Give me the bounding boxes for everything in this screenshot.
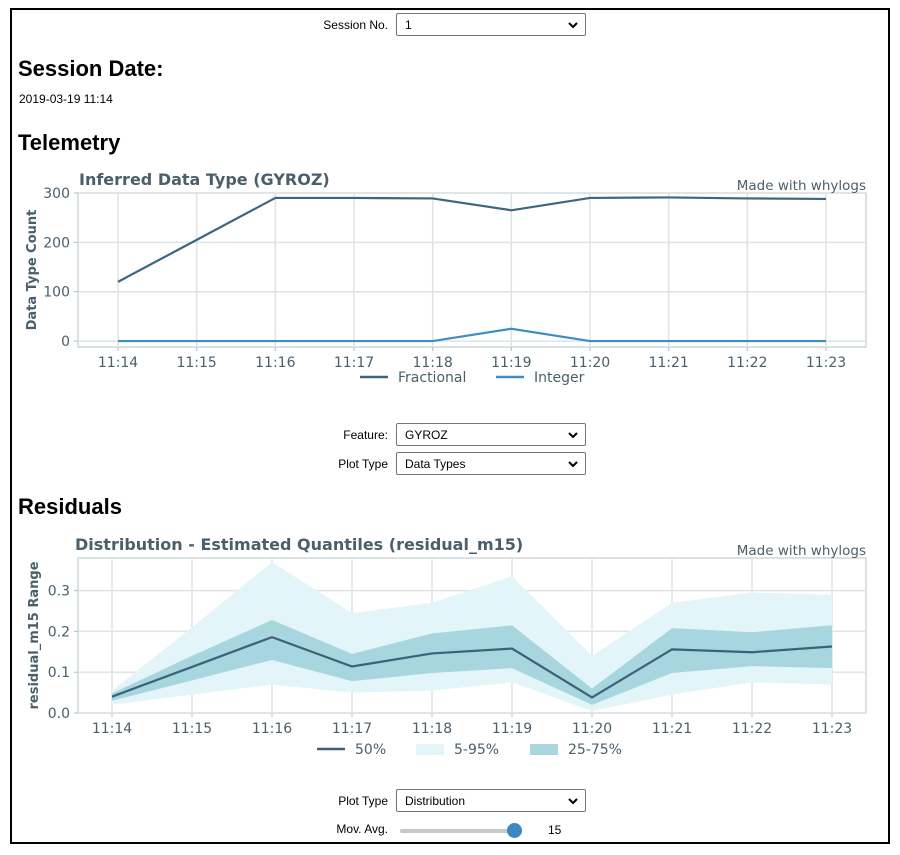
residuals-heading: Residuals xyxy=(18,494,122,519)
legend-label-25-75: 25-75% xyxy=(568,742,622,758)
legend-label-5-95: 5-95% xyxy=(454,742,499,758)
x-tick-label: 11:15 xyxy=(172,721,212,737)
feature-select[interactable]: GYROZ xyxy=(396,423,586,446)
residuals-plot-type-control: Plot Type Distribution xyxy=(308,789,586,812)
mov-avg-value: 15 xyxy=(548,823,562,837)
x-tick-label: 11:21 xyxy=(648,355,688,371)
x-tick-label: 11:14 xyxy=(98,355,138,371)
y-tick-label: 0 xyxy=(61,334,70,350)
session-date-value: 2019-03-19 11:14 xyxy=(19,92,113,106)
feature-select-value: GYROZ xyxy=(405,427,448,442)
session-date-heading: Session Date: xyxy=(18,56,164,81)
y-axis-label: Data Type Count xyxy=(25,210,40,331)
x-tick-label: 11:15 xyxy=(176,355,216,371)
telemetry-plot-type-label: Plot Type xyxy=(338,456,388,471)
watermark-label: Made with whylogs xyxy=(737,543,866,559)
y-tick-label: 0.0 xyxy=(48,706,70,722)
x-tick-label: 11:17 xyxy=(334,355,374,371)
session-select-value: 1 xyxy=(405,17,412,32)
x-tick-label: 11:14 xyxy=(92,721,132,737)
residuals-plot-type-select[interactable]: Distribution xyxy=(396,789,586,812)
legend-label: Integer xyxy=(534,370,585,386)
residuals-plot-type-label: Plot Type xyxy=(338,793,388,808)
chevron-down-icon xyxy=(568,798,578,805)
x-tick-label: 11:17 xyxy=(332,721,372,737)
session-control: Session No. 1 xyxy=(308,13,586,36)
chevron-down-icon xyxy=(568,432,578,439)
legend-label-50: 50% xyxy=(355,742,386,758)
mov-avg-slider-track[interactable] xyxy=(400,829,520,833)
mov-avg-slider-handle[interactable] xyxy=(507,823,522,838)
x-tick-label: 11:18 xyxy=(412,355,452,371)
mov-avg-label: Mov. Avg. xyxy=(336,822,388,836)
y-tick-label: 300 xyxy=(43,186,70,202)
x-tick-label: 11:20 xyxy=(572,721,612,737)
y-tick-label: 0.1 xyxy=(48,665,70,681)
x-tick-label: 11:16 xyxy=(255,355,295,371)
x-tick-label: 11:22 xyxy=(727,355,767,371)
x-tick-label: 11:20 xyxy=(570,355,610,371)
telemetry-plot-type-control: Plot Type Data Types xyxy=(308,452,586,475)
chevron-down-icon xyxy=(568,22,578,29)
y-tick-label: 200 xyxy=(43,235,70,251)
y-axis-label: residual_m15 Range xyxy=(27,561,42,709)
feature-control: Feature: GYROZ xyxy=(308,423,586,446)
plot-area xyxy=(77,192,867,348)
legend-label: Fractional xyxy=(398,370,466,386)
y-tick-label: 0.3 xyxy=(48,584,70,600)
feature-label: Feature: xyxy=(343,427,388,442)
watermark-label: Made with whylogs xyxy=(737,178,866,194)
x-tick-label: 11:19 xyxy=(492,721,532,737)
telemetry-plot-type-select[interactable]: Data Types xyxy=(396,452,586,475)
series-line-integer xyxy=(118,327,826,343)
session-label: Session No. xyxy=(323,17,388,32)
session-select[interactable]: 1 xyxy=(396,13,586,36)
x-tick-label: 11:18 xyxy=(412,721,452,737)
x-tick-label: 11:23 xyxy=(812,721,852,737)
x-tick-label: 11:19 xyxy=(491,355,531,371)
chart-title: Distribution - Estimated Quantiles (resi… xyxy=(75,535,523,554)
median-line xyxy=(111,635,833,699)
telemetry-heading: Telemetry xyxy=(18,130,121,155)
chevron-down-icon xyxy=(568,461,578,468)
series-line-fractional xyxy=(117,196,827,283)
y-tick-label: 100 xyxy=(43,285,70,301)
x-tick-label: 11:22 xyxy=(732,721,772,737)
residuals-chart: 11:14 11:15 11:16 11:17 11:18 11:19 11:20 11:21… xyxy=(27,535,867,758)
legend-swatch-5-95 xyxy=(416,744,444,755)
mov-avg-control: Mov. Avg. xyxy=(308,822,396,836)
telemetry-plot-type-value: Data Types xyxy=(405,456,466,471)
telemetry-chart: 11:14 11:15 11:16 11:17 11:18 11:19 11:20 11:21… xyxy=(25,170,867,386)
chart-title: Inferred Data Type (GYROZ) xyxy=(79,170,330,189)
legend-swatch-25-75 xyxy=(530,744,558,755)
residuals-plot-type-value: Distribution xyxy=(405,793,466,808)
band-25-75 xyxy=(112,620,832,705)
x-tick-label: 11:16 xyxy=(252,721,292,737)
x-tick-label: 11:21 xyxy=(652,721,692,737)
x-tick-label: 11:23 xyxy=(806,355,846,371)
y-tick-label: 0.2 xyxy=(48,624,70,640)
